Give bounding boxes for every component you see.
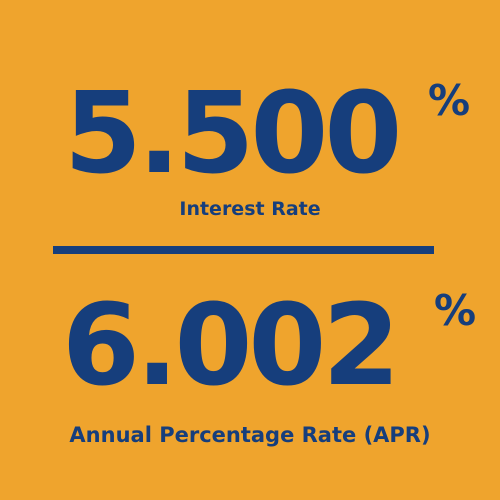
divider — [53, 246, 434, 254]
apr-value: 6.002 — [62, 281, 400, 411]
interest-rate-value-row: 5.500 — [64, 78, 402, 190]
interest-rate-value: 5.500 — [64, 69, 402, 199]
apr-label: Annual Percentage Rate (APR) — [69, 423, 431, 447]
apr-value-row: 6.002 — [62, 290, 400, 402]
apr-percent-sign: % — [434, 286, 477, 335]
interest-rate-label: Interest Rate — [179, 198, 321, 220]
interest-rate-percent-sign: % — [428, 76, 471, 125]
